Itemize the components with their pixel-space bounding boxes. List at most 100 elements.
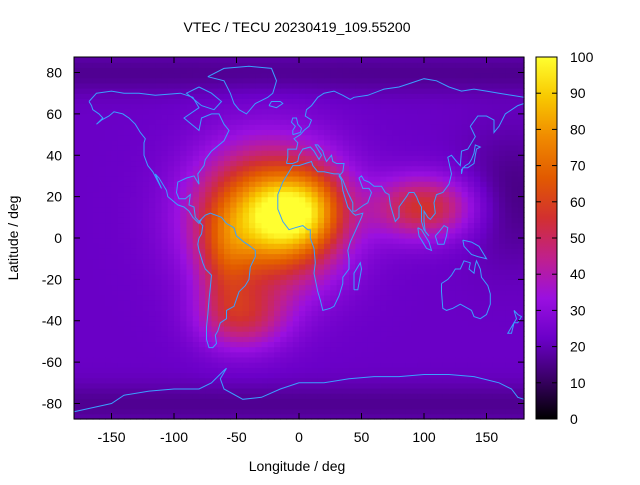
heat-cell: [224, 201, 231, 208]
heat-cell: [174, 88, 181, 94]
heat-cell: [117, 300, 125, 306]
heat-cell: [324, 331, 331, 337]
heat-cell: [480, 413, 488, 420]
heat-cell: [92, 315, 100, 322]
heat-cell: [174, 331, 181, 337]
heat-cell: [311, 403, 319, 410]
heat-cell: [267, 88, 275, 94]
heat-cell: [324, 243, 331, 249]
heat-cell: [155, 232, 163, 239]
heat-cell: [230, 279, 238, 286]
heat-cell: [361, 181, 369, 187]
heat-cell: [274, 238, 281, 244]
heat-cell: [492, 170, 500, 177]
heat-cell: [499, 248, 506, 255]
heat-cell: [486, 274, 494, 280]
heat-cell: [117, 62, 125, 68]
heat-cell: [211, 88, 219, 94]
heat-cell: [155, 134, 163, 141]
heat-cell: [217, 274, 225, 280]
heat-cell: [492, 408, 500, 415]
heat-cell: [161, 398, 169, 405]
heat-cell: [305, 310, 313, 317]
heat-cell: [92, 139, 100, 146]
heat-cell: [324, 212, 331, 218]
heat-cell: [86, 62, 94, 68]
heat-cell: [99, 108, 106, 115]
heat-cell: [261, 186, 269, 193]
heat-cell: [130, 160, 138, 167]
heat-cell: [467, 113, 475, 120]
heat-cell: [299, 263, 306, 270]
heat-cell: [411, 93, 419, 99]
heat-cell: [249, 274, 256, 280]
heat-cell: [105, 222, 113, 229]
heat-cell: [130, 201, 138, 208]
heat-cell: [361, 160, 369, 167]
heat-cell: [142, 201, 150, 208]
heat-cell: [292, 88, 300, 94]
heat-cell: [130, 113, 138, 120]
heat-cell: [480, 387, 488, 394]
heat-cell: [255, 377, 263, 384]
heat-cell: [167, 310, 175, 317]
heat-cell: [205, 82, 213, 89]
heat-cell: [492, 258, 500, 265]
heat-cell: [486, 170, 494, 177]
heat-cell: [130, 336, 138, 343]
heat-cell: [224, 325, 231, 332]
heat-cell: [211, 367, 219, 374]
heat-cell: [74, 196, 81, 203]
heat-cell: [261, 289, 269, 296]
heat-cell: [224, 331, 231, 337]
heat-cell: [274, 403, 281, 410]
heat-cell: [474, 408, 481, 415]
heat-cell: [142, 62, 150, 68]
heat-cell: [136, 269, 144, 275]
heat-cell: [380, 398, 388, 405]
heat-cell: [167, 222, 175, 229]
heat-cell: [292, 243, 300, 249]
heat-cell: [255, 108, 263, 115]
heat-cell: [249, 279, 256, 286]
heat-cell: [361, 346, 369, 353]
heat-cell: [80, 201, 88, 208]
heat-cell: [224, 108, 231, 115]
heat-cell: [249, 232, 256, 239]
heat-cell: [130, 243, 138, 249]
heat-cell: [486, 413, 494, 420]
heat-cell: [361, 243, 369, 249]
heat-cell: [374, 258, 381, 265]
heat-cell: [417, 346, 425, 353]
heat-cell: [161, 253, 169, 260]
heat-cell: [130, 362, 138, 368]
heat-cell: [174, 325, 181, 332]
heat-cell: [392, 201, 400, 208]
heat-cell: [342, 331, 350, 337]
heat-cell: [186, 108, 194, 115]
heat-cell: [136, 67, 144, 74]
heat-cell: [149, 300, 156, 306]
heat-cell: [317, 196, 325, 203]
heat-cell: [105, 155, 113, 162]
heat-cell: [130, 367, 138, 374]
heat-cell: [505, 113, 513, 120]
heat-cell: [380, 206, 388, 213]
heat-cell: [486, 408, 494, 415]
heat-cell: [411, 175, 419, 182]
heat-cell: [117, 248, 125, 255]
heat-cell: [111, 129, 119, 136]
heat-cell: [155, 269, 163, 275]
heat-cell: [230, 72, 238, 79]
heat-cell: [336, 274, 344, 280]
heat-cell: [330, 398, 338, 405]
heat-cell: [274, 408, 281, 415]
heat-cell: [436, 315, 444, 322]
heat-cell: [105, 243, 113, 249]
heat-cell: [367, 341, 375, 348]
heat-cell: [292, 150, 300, 156]
heat-cell: [392, 263, 400, 270]
heat-cell: [136, 62, 144, 68]
heat-cell: [192, 315, 200, 322]
heat-cell: [167, 351, 175, 358]
